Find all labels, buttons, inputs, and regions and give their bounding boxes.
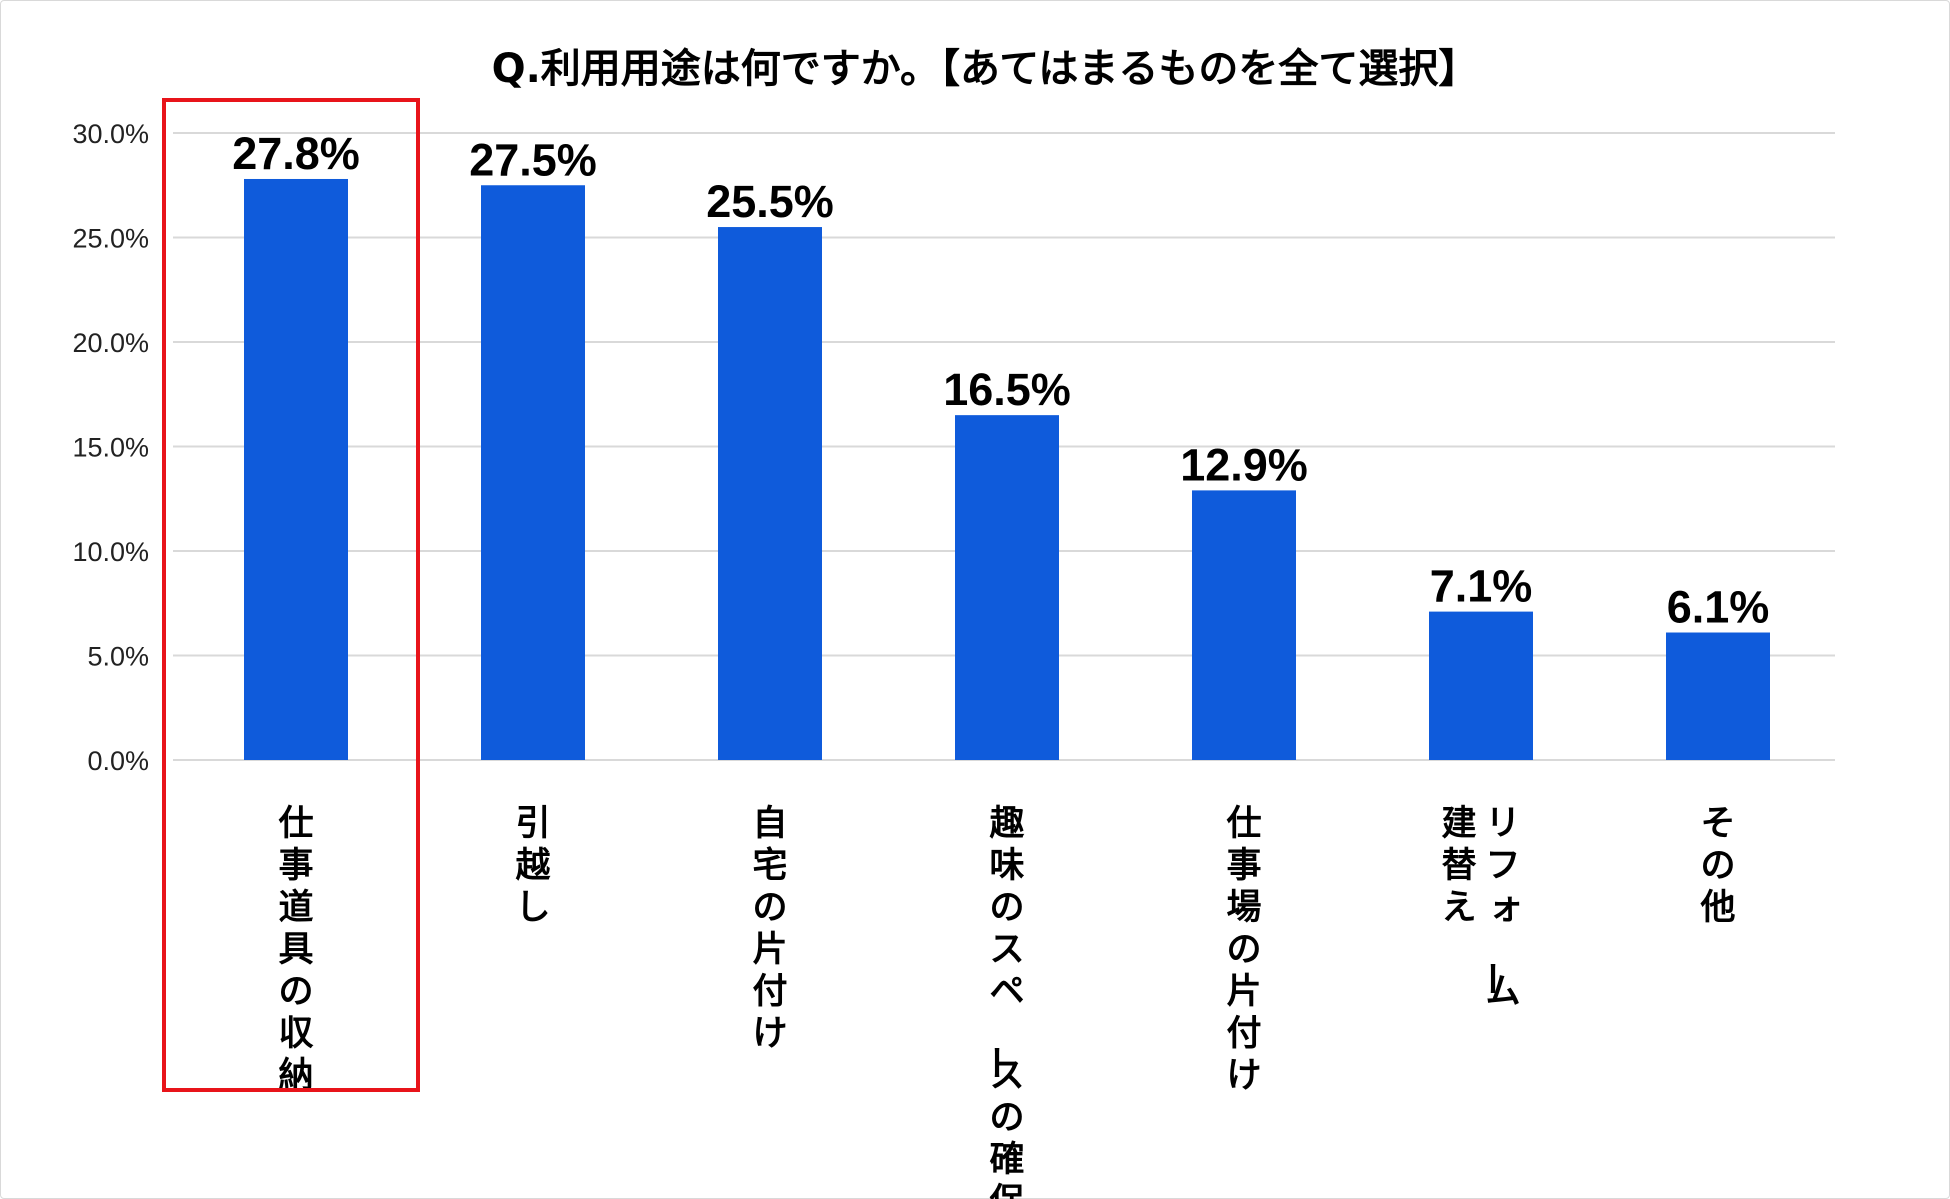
x-axis-category-labels: 仕事道具の収納 引越し 自宅の片付け 趣味のスペースの確保 仕事場の片付け リフォーム建替… (278, 804, 1735, 1199)
highlight-box (162, 98, 420, 1092)
bar (244, 178, 348, 761)
bar (1666, 632, 1770, 760)
bar (955, 415, 1059, 760)
x-category-label: その他 (1699, 804, 1735, 928)
y-tick-label: 5.0% (87, 642, 149, 672)
bar (718, 227, 822, 761)
x-category-label: 仕事道具の収納 (278, 804, 313, 1096)
data-label: 25.5% (706, 176, 834, 227)
bar (1192, 490, 1296, 760)
bar (1429, 611, 1533, 760)
y-tick-label: 25.0% (72, 224, 149, 254)
y-tick-label: 30.0% (72, 119, 149, 149)
bars (244, 178, 1770, 761)
y-tick-label: 20.0% (72, 328, 149, 358)
data-label: 16.5% (943, 364, 1071, 415)
y-axis-tick-labels: 0.0% 5.0% 10.0% 15.0% 20.0% 25.0% 30.0% (72, 119, 149, 776)
gridlines (173, 132, 1835, 761)
data-label: 7.1% (1430, 561, 1533, 612)
x-category-label: 引越し (515, 804, 551, 928)
x-category-label: 自宅の片付け (752, 804, 787, 1054)
highlight-layer (162, 98, 420, 1092)
bar (481, 185, 585, 760)
x-category-label: 建替え (1441, 804, 1476, 928)
data-label: 27.8% (232, 128, 360, 179)
y-tick-label: 15.0% (72, 433, 149, 463)
data-label: 27.5% (469, 134, 597, 185)
data-label: 6.1% (1667, 582, 1770, 633)
data-labels: 27.8% 27.5% 25.5% 16.5% 12.9% 7.1% 6.1% (232, 128, 1769, 633)
data-label: 12.9% (1180, 439, 1308, 490)
y-tick-label: 10.0% (72, 537, 149, 567)
chart-title: Q.利用用途は何ですか。【あてはまるものを全て選択】 (492, 46, 1479, 92)
y-tick-label: 0.0% (87, 746, 149, 776)
x-category-label: 趣味のスペースの確保 (974, 804, 1025, 1199)
x-category-label: 仕事場の片付け (1226, 804, 1261, 1096)
x-category-label: リフォーム (1470, 804, 1523, 1012)
